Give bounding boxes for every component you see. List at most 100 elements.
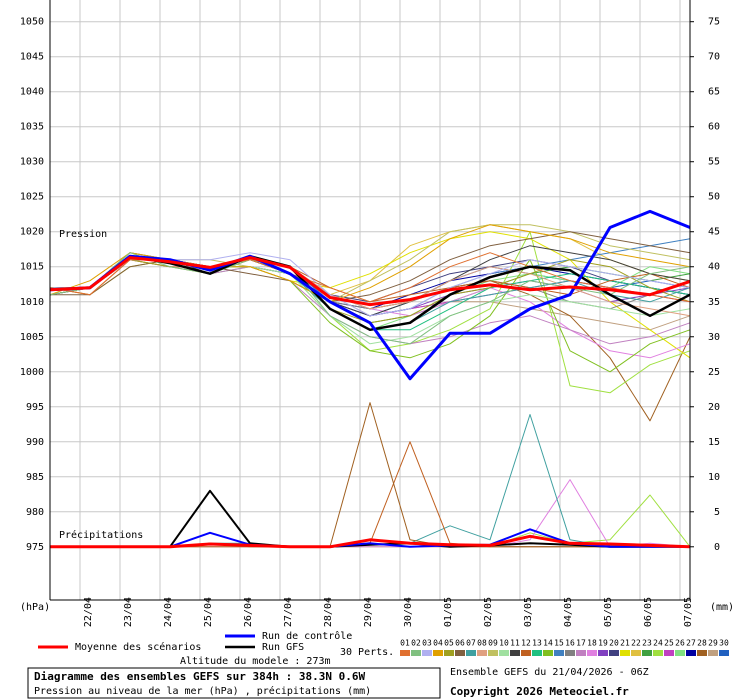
legend-swatch — [620, 650, 630, 656]
y2-tick-label: 35 — [708, 297, 720, 308]
y-tick-label: 1035 — [20, 122, 44, 133]
annotation: Précipitations — [59, 529, 143, 541]
legend-swatch — [642, 650, 652, 656]
legend-label: 06 — [455, 639, 465, 648]
y2-axis-label: (mm) — [710, 602, 734, 613]
lines — [49, 209, 691, 549]
legend-swatch — [455, 650, 465, 656]
y-tick-label: 1040 — [20, 87, 44, 98]
y2-tick-label: 5 — [714, 507, 720, 518]
legend-label: 17 — [576, 639, 586, 648]
x-tick-label: 28/04 — [323, 597, 334, 627]
copyright: Copyright 2026 Meteociel.fr — [450, 685, 629, 698]
altitude: Altitude du modele : 273m — [180, 656, 331, 667]
legend-label: 07 — [466, 639, 476, 648]
run-info: Ensemble GEFS du 21/04/2026 - 06Z — [450, 667, 649, 678]
legend-swatch — [411, 650, 421, 656]
x-tick-label: 24/04 — [163, 597, 174, 627]
legend-swatch — [598, 650, 608, 656]
x-tick-label: 02/05 — [483, 597, 494, 627]
legend-swatch — [664, 650, 674, 656]
y2-tick-label: 40 — [708, 262, 720, 273]
x-tick-label: 06/05 — [643, 597, 654, 627]
legend-label: Run de contrôle — [262, 630, 352, 642]
y-tick-label: 1020 — [20, 227, 44, 238]
legend-label: 04 — [433, 639, 443, 648]
legend-swatch — [433, 650, 443, 656]
legend-swatch — [422, 650, 432, 656]
legend-swatch — [697, 650, 707, 656]
legend-label: 28 — [697, 639, 707, 648]
legend-swatch — [521, 650, 531, 656]
legend-label: 14 — [543, 639, 553, 648]
y2-tick-label: 15 — [708, 437, 720, 448]
y2-tick-label: 55 — [708, 157, 720, 168]
x-tick-label: 25/04 — [203, 597, 214, 627]
legend-swatch — [510, 650, 520, 656]
y2-tick-label: 60 — [708, 122, 720, 133]
x-tick-label: 01/05 — [443, 597, 454, 627]
legend-swatch — [444, 650, 454, 656]
legend-label: 21 — [620, 639, 630, 648]
y-tick-label: 1050 — [20, 17, 44, 28]
y-tick-label: 1010 — [20, 297, 44, 308]
annotation: Pression — [59, 229, 107, 240]
legend-label: 24 — [653, 639, 663, 648]
legend-label: 16 — [565, 639, 575, 648]
legend-swatch — [466, 650, 476, 656]
legend-swatch — [609, 650, 619, 656]
legend-label: 03 — [422, 639, 432, 648]
legend-label: 01 — [400, 639, 410, 648]
y2-tick-label: 30 — [708, 332, 720, 343]
y2-tick-label: 25 — [708, 367, 720, 378]
legend-label: 02 — [411, 639, 421, 648]
legend-label: 10 — [499, 639, 509, 648]
legend-swatch — [499, 650, 509, 656]
pressure-line — [49, 209, 691, 381]
y-tick-label: 1025 — [20, 192, 44, 203]
legend-label: 18 — [587, 639, 597, 648]
y2-tick-label: 20 — [708, 402, 720, 413]
legend-label: 29 — [708, 639, 718, 648]
y-tick-label: 1045 — [20, 52, 44, 63]
x-tick-label: 27/04 — [283, 597, 294, 627]
x-tick-label: 22/04 — [83, 597, 94, 627]
y-tick-label: 1030 — [20, 157, 44, 168]
legend-label: 25 — [664, 639, 674, 648]
x-tick-label: 05/05 — [603, 597, 614, 627]
legend-label: 22 — [631, 639, 641, 648]
y-tick-label: 985 — [26, 472, 44, 483]
x-tick-label: 07/05 — [683, 597, 694, 627]
legend-swatch — [708, 650, 718, 656]
x-tick-label: 04/05 — [563, 597, 574, 627]
legend-label: 27 — [686, 639, 696, 648]
y2-tick-label: 10 — [708, 472, 720, 483]
y-tick-label: 995 — [26, 402, 44, 413]
y-tick-label: 1015 — [20, 262, 44, 273]
legend-swatch — [576, 650, 586, 656]
legend-swatch — [587, 650, 597, 656]
legend-swatch — [488, 650, 498, 656]
legend-label: 19 — [598, 639, 608, 648]
title: Diagramme des ensembles GEFS sur 384h : … — [34, 670, 366, 683]
legend-label: 09 — [488, 639, 498, 648]
legend-label: Run GFS — [262, 642, 304, 653]
y2-tick-label: 70 — [708, 52, 720, 63]
perts-label: 30 Perts. — [340, 647, 394, 658]
x-tick-label: 30/04 — [403, 597, 414, 627]
legend-swatch — [653, 650, 663, 656]
legend-label: Moyenne des scénarios — [75, 641, 201, 653]
x-tick-label: 29/04 — [363, 597, 374, 627]
legend-swatch — [532, 650, 542, 656]
legend-label: 30 — [719, 639, 729, 648]
legend-swatch — [631, 650, 641, 656]
legend-swatch — [686, 650, 696, 656]
legend-swatch — [719, 650, 729, 656]
legend-label: 20 — [609, 639, 619, 648]
legend-label: 26 — [675, 639, 685, 648]
legend-label: 05 — [444, 639, 454, 648]
pressure-line — [49, 256, 691, 307]
legend-label: 15 — [554, 639, 564, 648]
y-tick-label: 1000 — [20, 367, 44, 378]
